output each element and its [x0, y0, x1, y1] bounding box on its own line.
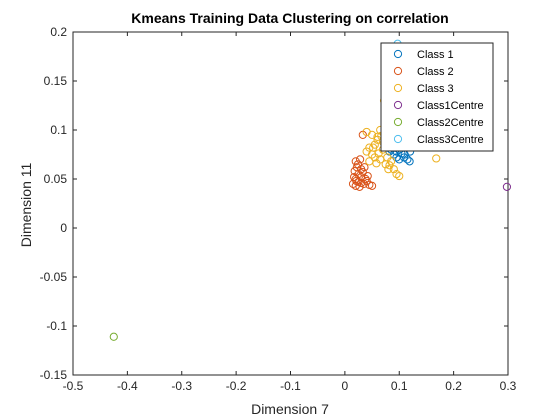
data-point: [502, 182, 512, 191]
y-tick-label: 0: [60, 221, 67, 235]
data-point: [109, 332, 118, 341]
data-point: [400, 153, 409, 162]
data-point: [392, 170, 401, 179]
data-point: [353, 160, 363, 169]
data-point: [383, 153, 392, 162]
legend-label: Class 3: [417, 83, 454, 95]
data-point: [395, 155, 404, 164]
x-tick-label: -0.5: [63, 379, 84, 393]
data-point: [356, 155, 365, 164]
y-tick-label: -0.1: [46, 319, 67, 333]
x-axis-label: Dimension 7: [251, 401, 329, 417]
legend-label: Class1Centre: [417, 100, 484, 112]
data-point: [367, 181, 377, 190]
y-tick-label: 0.05: [44, 172, 68, 186]
data-point: [432, 154, 441, 163]
data-point: [352, 176, 361, 186]
y-tick-label: 0.15: [44, 74, 68, 88]
data-point: [372, 159, 381, 168]
data-point: [358, 168, 367, 177]
x-tick-label: -0.4: [117, 379, 138, 393]
data-point: [395, 171, 404, 181]
legend-label: Class 1: [417, 49, 454, 61]
x-tick-label: -0.1: [280, 379, 301, 393]
data-point: [369, 143, 378, 152]
legend-marker: [393, 100, 403, 110]
legend-label: Class2Centre: [417, 117, 484, 129]
legend-label: Class 2: [417, 66, 454, 78]
x-tick-label: -0.3: [171, 379, 192, 393]
x-tick-label: 0: [342, 379, 349, 393]
data-point: [350, 167, 359, 176]
legend: Class 1 Class 2 Class 3 Class1Centre Class2C…: [380, 42, 494, 152]
legend-marker: [393, 49, 403, 59]
y-axis-label: Dimension 11: [18, 163, 34, 248]
y-tick-label: 0.2: [50, 25, 67, 39]
axis-ticks: -0.5 -0.4 -0.3 -0.2 -0.1 0 0.1 0.2 0.3 -0.15 -0.1 -…: [40, 25, 517, 393]
x-tick-label: 0.3: [500, 379, 517, 393]
data-point: [357, 178, 366, 188]
legend-marker: [393, 134, 403, 144]
legend-marker: [393, 83, 403, 93]
y-tick-label: -0.15: [40, 368, 68, 382]
x-tick-label: -0.2: [226, 379, 247, 393]
chart-title: Kmeans Training Data Clustering on corre…: [131, 10, 448, 26]
data-point: [363, 171, 372, 181]
x-tick-label: 0.2: [445, 379, 462, 393]
legend-box: [380, 42, 494, 152]
y-tick-label: 0.1: [50, 123, 67, 137]
x-tick-label: 0.1: [391, 379, 408, 393]
data-point: [374, 149, 383, 158]
data-point: [360, 163, 369, 172]
data-point: [362, 127, 371, 137]
legend-marker: [393, 117, 403, 127]
legend-marker: [393, 66, 403, 76]
data-point: [384, 165, 393, 174]
y-tick-label: -0.05: [40, 270, 68, 284]
data-point: [350, 172, 359, 182]
data-point: [385, 161, 394, 170]
legend-label: Class3Centre: [417, 134, 484, 146]
data-point: [405, 157, 414, 166]
